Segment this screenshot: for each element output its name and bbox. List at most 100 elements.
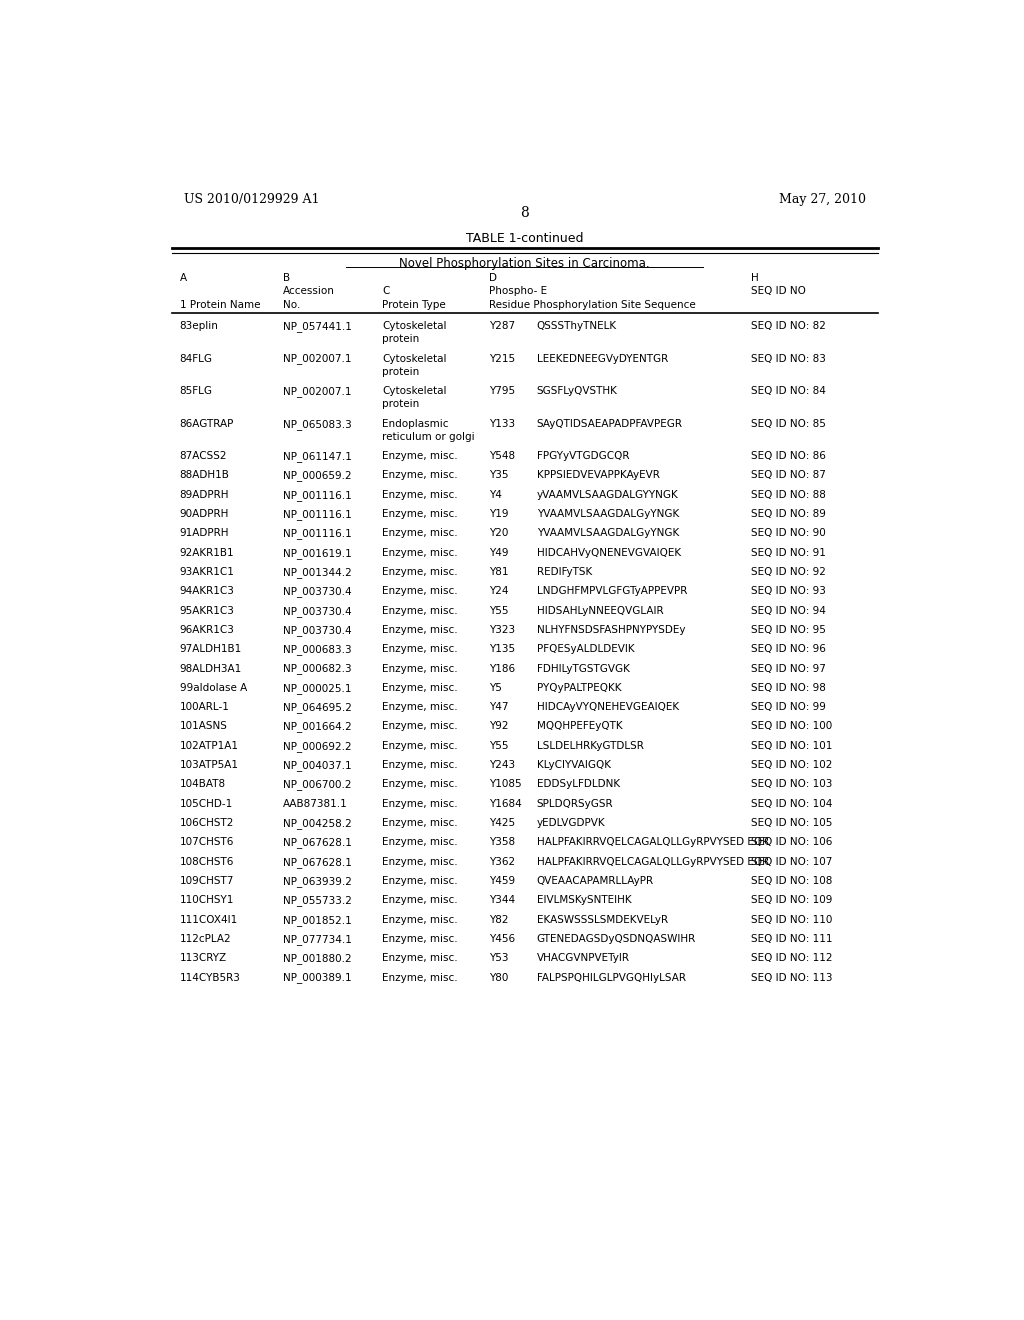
Text: 87ACSS2: 87ACSS2 — [179, 451, 227, 461]
Text: 89ADPRH: 89ADPRH — [179, 490, 229, 500]
Text: protein: protein — [382, 367, 419, 376]
Text: NP_000682.3: NP_000682.3 — [283, 664, 351, 675]
Text: Y287: Y287 — [489, 321, 515, 331]
Text: 94AKR1C3: 94AKR1C3 — [179, 586, 234, 597]
Text: Cytoskeletal: Cytoskeletal — [382, 321, 446, 331]
Text: SEQ ID NO: 98: SEQ ID NO: 98 — [751, 682, 825, 693]
Text: Enzyme, misc.: Enzyme, misc. — [382, 973, 458, 982]
Text: 88ADH1B: 88ADH1B — [179, 470, 229, 480]
Text: Y323: Y323 — [489, 624, 515, 635]
Text: Y795: Y795 — [489, 385, 515, 396]
Text: Enzyme, misc.: Enzyme, misc. — [382, 548, 458, 557]
Text: LNDGHFMPVLGFGTyAPPEVPR: LNDGHFMPVLGFGTyAPPEVPR — [537, 586, 687, 597]
Text: Enzyme, misc.: Enzyme, misc. — [382, 644, 458, 655]
Text: HIDSAHLyNNEEQVGLAIR: HIDSAHLyNNEEQVGLAIR — [537, 606, 664, 615]
Text: QSSSThyTNELK: QSSSThyTNELK — [537, 321, 616, 331]
Text: HIDCAyVYQNEHEVGEAIQEK: HIDCAyVYQNEHEVGEAIQEK — [537, 702, 679, 713]
Text: 90ADPRH: 90ADPRH — [179, 510, 229, 519]
Text: MQQHPEFEyQTK: MQQHPEFEyQTK — [537, 722, 623, 731]
Text: SEQ ID NO: 84: SEQ ID NO: 84 — [751, 385, 825, 396]
Text: 100ARL-1: 100ARL-1 — [179, 702, 229, 713]
Text: Y135: Y135 — [489, 644, 515, 655]
Text: 114CYB5R3: 114CYB5R3 — [179, 973, 241, 982]
Text: SEQ ID NO: 91: SEQ ID NO: 91 — [751, 548, 825, 557]
Text: Enzyme, misc.: Enzyme, misc. — [382, 915, 458, 924]
Text: protein: protein — [382, 334, 419, 345]
Text: NP_003730.4: NP_003730.4 — [283, 586, 351, 597]
Text: SEQ ID NO: 87: SEQ ID NO: 87 — [751, 470, 825, 480]
Text: SEQ ID NO: SEQ ID NO — [751, 286, 806, 297]
Text: SEQ ID NO: 82: SEQ ID NO: 82 — [751, 321, 825, 331]
Text: 83eplin: 83eplin — [179, 321, 218, 331]
Text: SEQ ID NO: 107: SEQ ID NO: 107 — [751, 857, 833, 867]
Text: HALPFAKIRRVQELCAGALQLLGyRPVYSED EQR: HALPFAKIRRVQELCAGALQLLGyRPVYSED EQR — [537, 837, 769, 847]
Text: QVEAACAPAMRLLAyPR: QVEAACAPAMRLLAyPR — [537, 876, 654, 886]
Text: TABLE 1-continued: TABLE 1-continued — [466, 231, 584, 244]
Text: Enzyme, misc.: Enzyme, misc. — [382, 779, 458, 789]
Text: NP_000692.2: NP_000692.2 — [283, 741, 351, 751]
Text: Enzyme, misc.: Enzyme, misc. — [382, 624, 458, 635]
Text: Residue Phosphorylation Site Sequence: Residue Phosphorylation Site Sequence — [489, 300, 696, 310]
Text: SEQ ID NO: 97: SEQ ID NO: 97 — [751, 664, 825, 673]
Text: Enzyme, misc.: Enzyme, misc. — [382, 702, 458, 713]
Text: YVAAMVLSAAGDALGyYNGK: YVAAMVLSAAGDALGyYNGK — [537, 528, 679, 539]
Text: Y82: Y82 — [489, 915, 509, 924]
Text: Novel Phosphorylation Sites in Carcinoma.: Novel Phosphorylation Sites in Carcinoma… — [399, 257, 650, 271]
Text: NP_001880.2: NP_001880.2 — [283, 953, 351, 964]
Text: SEQ ID NO: 109: SEQ ID NO: 109 — [751, 895, 833, 906]
Text: NP_006700.2: NP_006700.2 — [283, 779, 351, 791]
Text: NP_001116.1: NP_001116.1 — [283, 510, 351, 520]
Text: KPPSIEDVEVAPPKAyEVR: KPPSIEDVEVAPPKAyEVR — [537, 470, 659, 480]
Text: Y1085: Y1085 — [489, 779, 521, 789]
Text: Enzyme, misc.: Enzyme, misc. — [382, 528, 458, 539]
Text: SEQ ID NO: 100: SEQ ID NO: 100 — [751, 722, 833, 731]
Text: 105CHD-1: 105CHD-1 — [179, 799, 232, 809]
Text: Y133: Y133 — [489, 418, 515, 429]
Text: REDIFyTSK: REDIFyTSK — [537, 568, 592, 577]
Text: SEQ ID NO: 90: SEQ ID NO: 90 — [751, 528, 825, 539]
Text: NP_064695.2: NP_064695.2 — [283, 702, 351, 713]
Text: Enzyme, misc.: Enzyme, misc. — [382, 857, 458, 867]
Text: SEQ ID NO: 88: SEQ ID NO: 88 — [751, 490, 825, 500]
Text: Enzyme, misc.: Enzyme, misc. — [382, 953, 458, 964]
Text: HIDCAHVyQNENEVGVAIQEK: HIDCAHVyQNENEVGVAIQEK — [537, 548, 681, 557]
Text: Y4: Y4 — [489, 490, 502, 500]
Text: NP_057441.1: NP_057441.1 — [283, 321, 351, 331]
Text: SPLDQRSyGSR: SPLDQRSyGSR — [537, 799, 613, 809]
Text: FDHILyTGSTGVGK: FDHILyTGSTGVGK — [537, 664, 630, 673]
Text: Enzyme, misc.: Enzyme, misc. — [382, 568, 458, 577]
Text: SEQ ID NO: 85: SEQ ID NO: 85 — [751, 418, 825, 429]
Text: 1 Protein Name: 1 Protein Name — [179, 300, 260, 310]
Text: Y35: Y35 — [489, 470, 509, 480]
Text: Cytoskeletal: Cytoskeletal — [382, 354, 446, 363]
Text: SEQ ID NO: 104: SEQ ID NO: 104 — [751, 799, 833, 809]
Text: NP_003730.4: NP_003730.4 — [283, 624, 351, 636]
Text: NP_000389.1: NP_000389.1 — [283, 973, 351, 983]
Text: AAB87381.1: AAB87381.1 — [283, 799, 347, 809]
Text: Y548: Y548 — [489, 451, 515, 461]
Text: 111COX4I1: 111COX4I1 — [179, 915, 238, 924]
Text: Enzyme, misc.: Enzyme, misc. — [382, 741, 458, 751]
Text: Cytoskeletal: Cytoskeletal — [382, 385, 446, 396]
Text: SEQ ID NO: 110: SEQ ID NO: 110 — [751, 915, 833, 924]
Text: LEEKEDNEEGVyDYENTGR: LEEKEDNEEGVyDYENTGR — [537, 354, 668, 363]
Text: Y24: Y24 — [489, 586, 509, 597]
Text: 113CRYZ: 113CRYZ — [179, 953, 226, 964]
Text: 92AKR1B1: 92AKR1B1 — [179, 548, 234, 557]
Text: EKASWSSSLSMDEKVELyR: EKASWSSSLSMDEKVELyR — [537, 915, 668, 924]
Text: SEQ ID NO: 108: SEQ ID NO: 108 — [751, 876, 833, 886]
Text: Enzyme, misc.: Enzyme, misc. — [382, 586, 458, 597]
Text: PFQESyALDLDEVIK: PFQESyALDLDEVIK — [537, 644, 634, 655]
Text: NP_001344.2: NP_001344.2 — [283, 568, 351, 578]
Text: Enzyme, misc.: Enzyme, misc. — [382, 722, 458, 731]
Text: 84FLG: 84FLG — [179, 354, 213, 363]
Text: Y243: Y243 — [489, 760, 515, 770]
Text: Y53: Y53 — [489, 953, 509, 964]
Text: SGSFLyQVSTHK: SGSFLyQVSTHK — [537, 385, 617, 396]
Text: C: C — [382, 286, 389, 297]
Text: Y358: Y358 — [489, 837, 515, 847]
Text: Y49: Y49 — [489, 548, 509, 557]
Text: KLyCIYVAIGQK: KLyCIYVAIGQK — [537, 760, 610, 770]
Text: SEQ ID NO: 105: SEQ ID NO: 105 — [751, 818, 833, 828]
Text: Y92: Y92 — [489, 722, 509, 731]
